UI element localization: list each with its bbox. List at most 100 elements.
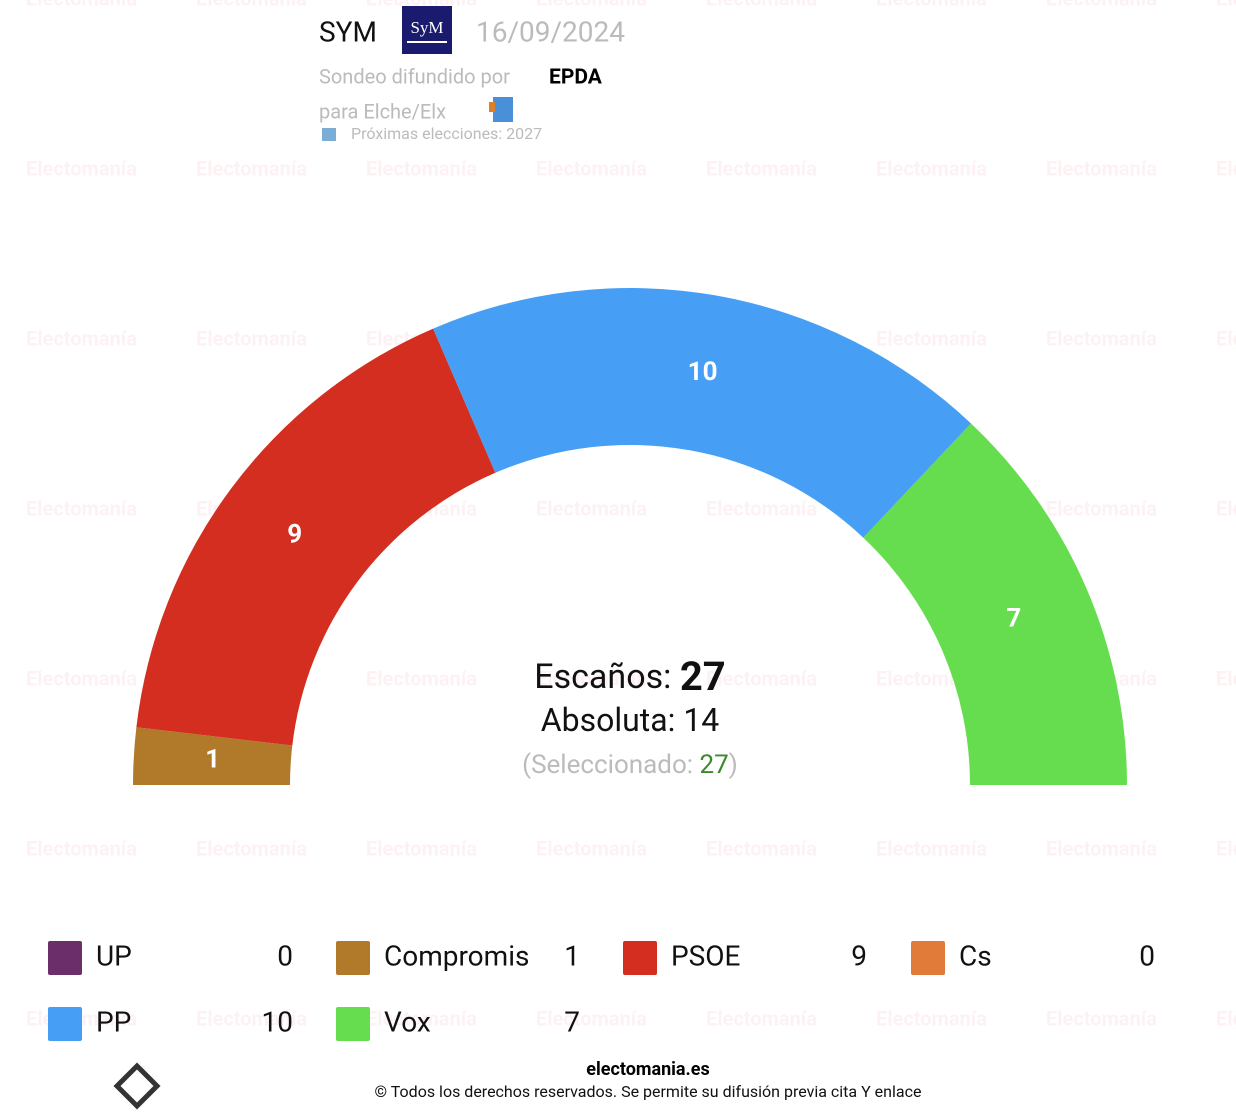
watermark: Electomanía: [876, 836, 987, 860]
legend-value: 10: [262, 1005, 293, 1038]
legend-label: PP: [96, 1005, 131, 1038]
watermark: Electomanía: [366, 1006, 477, 1030]
watermark: Electomanía: [876, 1006, 987, 1030]
watermark: Electomanía: [196, 836, 307, 860]
flag-crest: [489, 102, 495, 112]
legend-swatch: [336, 941, 370, 975]
legend-label: Vox: [384, 1005, 431, 1038]
date: 16/09/2024: [476, 15, 625, 48]
next-election: Próximas elecciones: 2027: [351, 124, 542, 143]
watermark: Electomanía: [366, 156, 477, 180]
pollster: SYM: [319, 15, 377, 48]
segment-label: 1: [205, 745, 220, 775]
watermark: Electomanía: [536, 836, 647, 860]
watermark: Electomanía: [706, 496, 817, 520]
watermark: Electomanía: [1216, 666, 1236, 690]
watermark: Electomanía: [366, 0, 477, 10]
watermark: Electomanía: [26, 496, 137, 520]
published-by-label: Sondeo difundido por: [319, 64, 510, 88]
watermark: Electomanía: [26, 666, 137, 690]
watermark: Electomanía: [26, 836, 137, 860]
selected-value: 27: [700, 750, 729, 780]
selected-open: (Seleccionado:: [522, 750, 693, 780]
watermark: Electomanía: [706, 1006, 817, 1030]
watermark: Electomanía: [536, 1006, 647, 1030]
watermark: Electomanía: [706, 836, 817, 860]
watermark: Electomanía: [366, 666, 477, 690]
legend-label: Cs: [959, 939, 992, 972]
hemicycle: 1 9 10 7: [133, 288, 1127, 785]
watermark: Electomanía: [1216, 0, 1236, 10]
watermark: Electomanía: [196, 156, 307, 180]
watermark: Electomanía: [1046, 1006, 1157, 1030]
seat-segment: [136, 328, 496, 746]
legend-swatch: [623, 941, 657, 975]
watermark: Electomanía: [1046, 0, 1157, 10]
watermarks: Electomanía Electomanía Electomanía Electom…: [26, 0, 1236, 1030]
seat-segment: [433, 288, 972, 538]
footer-logo: [113, 1062, 161, 1110]
seats-total: Escaños: 27: [534, 653, 725, 700]
watermark: Electomanía: [706, 156, 817, 180]
watermark: Electomanía: [366, 836, 477, 860]
majority: Absoluta: 14: [541, 701, 720, 739]
watermark: Electomanía: [196, 1006, 307, 1030]
watermark: Electomanía: [536, 156, 647, 180]
published-by: EPDA: [549, 66, 603, 90]
segment-label: 10: [688, 357, 718, 387]
watermark: Electomanía: [26, 0, 137, 10]
region: para Elche/Elx: [319, 99, 446, 123]
seats-label: Escaños:: [534, 657, 671, 697]
legend-label: Compromis: [384, 939, 529, 972]
watermark: Electomanía: [1216, 836, 1236, 860]
watermark: Electomanía: [706, 0, 817, 10]
selected-close: ): [729, 750, 738, 780]
legend-value: 0: [1139, 939, 1155, 972]
legend-swatch: [48, 941, 82, 975]
watermark: Electomanía: [26, 156, 137, 180]
legend-label: PSOE: [671, 939, 740, 972]
legend-value: 1: [564, 939, 580, 972]
watermark: Electomanía: [876, 0, 987, 10]
legend: UP 0 Compromis 1 PSOE 9 Cs 0 PP 10 Vox 7: [48, 939, 1155, 1041]
watermark: Electomanía: [26, 326, 137, 350]
flag: [493, 97, 513, 122]
watermark: Electomanía: [1216, 156, 1236, 180]
legend-value: 0: [277, 939, 293, 972]
watermark: Electomanía: [196, 0, 307, 10]
watermark: Electomanía: [1046, 156, 1157, 180]
legend-value: 7: [564, 1005, 580, 1038]
segment-label: 9: [287, 519, 302, 549]
watermark: Electomanía: [1216, 1006, 1236, 1030]
watermark: Electomanía: [1046, 836, 1157, 860]
seats-value: 27: [680, 653, 726, 700]
watermark: Electomanía: [536, 666, 647, 690]
legend-swatch: [48, 1007, 82, 1041]
majority-value: 14: [683, 701, 719, 739]
selected: (Seleccionado: 27): [522, 750, 738, 780]
footer-copyright: © Todos los derechos reservados. Se perm…: [375, 1082, 922, 1101]
seat-segment: [863, 423, 1127, 785]
seat-segment: [133, 727, 293, 785]
majority-label: Absoluta:: [541, 701, 676, 739]
pollster-logo-box: [402, 6, 452, 54]
watermark: Electomanía: [876, 156, 987, 180]
footer-site: electomania.es: [586, 1059, 710, 1080]
ballot-icon: [322, 128, 336, 141]
watermark: Electomanía: [1216, 326, 1236, 350]
legend-label: UP: [96, 939, 132, 972]
legend-swatch: [911, 941, 945, 975]
watermark: Electomanía: [1046, 496, 1157, 520]
legend-swatch: [336, 1007, 370, 1041]
segment-label: 7: [1006, 603, 1021, 633]
watermark: Electomanía: [1046, 326, 1157, 350]
legend-value: 9: [851, 939, 867, 972]
watermark: Electomanía: [876, 326, 987, 350]
pollster-logo: SyM: [410, 18, 443, 37]
watermark: Electomanía: [536, 496, 647, 520]
watermark: Electomanía: [196, 326, 307, 350]
watermark: Electomanía: [1216, 496, 1236, 520]
watermark: Electomanía: [536, 0, 647, 10]
watermark: Electomanía: [706, 666, 817, 690]
